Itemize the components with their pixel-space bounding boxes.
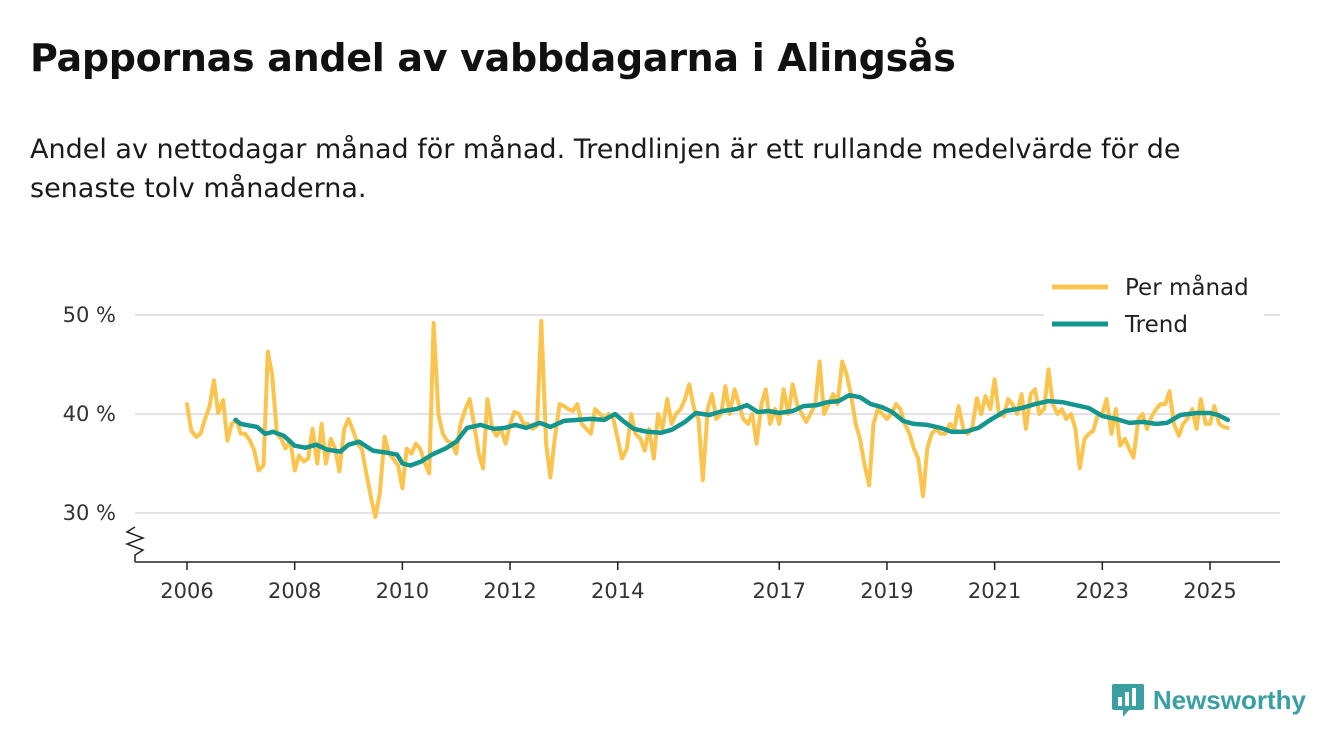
x-tick-label: 2014 bbox=[591, 579, 644, 603]
x-tick-label: 2006 bbox=[160, 579, 213, 603]
brand-name: Newsworthy bbox=[1152, 684, 1306, 715]
y-tick-label: 40 % bbox=[63, 402, 116, 426]
legend-label: Trend bbox=[1124, 312, 1188, 338]
series-line-trend bbox=[233, 392, 1231, 468]
axes: 30 % 40 % 50 % 2006 2008 2010 2012 2014 2017 2019… bbox=[63, 303, 1280, 603]
x-tick-label: 2025 bbox=[1183, 579, 1236, 603]
chart-title: Pappornas andel av vabbdagarna i Alingså… bbox=[30, 36, 956, 80]
x-tick-label: 2008 bbox=[268, 579, 321, 603]
legend-label: Per månad bbox=[1125, 273, 1249, 301]
x-tick-label: 2012 bbox=[483, 579, 536, 603]
axis-break-icon bbox=[124, 526, 146, 562]
x-tick-label: 2019 bbox=[860, 579, 913, 603]
x-tick-label: 2010 bbox=[376, 579, 429, 603]
y-tick-label: 30 % bbox=[63, 501, 116, 525]
chart-subtitle: Andel av nettodagar månad för månad. Tre… bbox=[30, 134, 1181, 204]
x-tick-label: 2021 bbox=[968, 579, 1021, 603]
newsworthy-brand: Newsworthy bbox=[1111, 682, 1306, 718]
series-line-per-manad bbox=[185, 318, 1230, 519]
x-tick-label: 2023 bbox=[1076, 579, 1129, 603]
legend-background bbox=[1044, 266, 1264, 340]
y-tick-label: 50 % bbox=[63, 303, 116, 327]
legend: Per månad Trend bbox=[1044, 266, 1264, 340]
newsworthy-logo-icon bbox=[1111, 684, 1144, 717]
series-lines bbox=[185, 318, 1231, 519]
x-tick-label: 2017 bbox=[753, 579, 806, 603]
